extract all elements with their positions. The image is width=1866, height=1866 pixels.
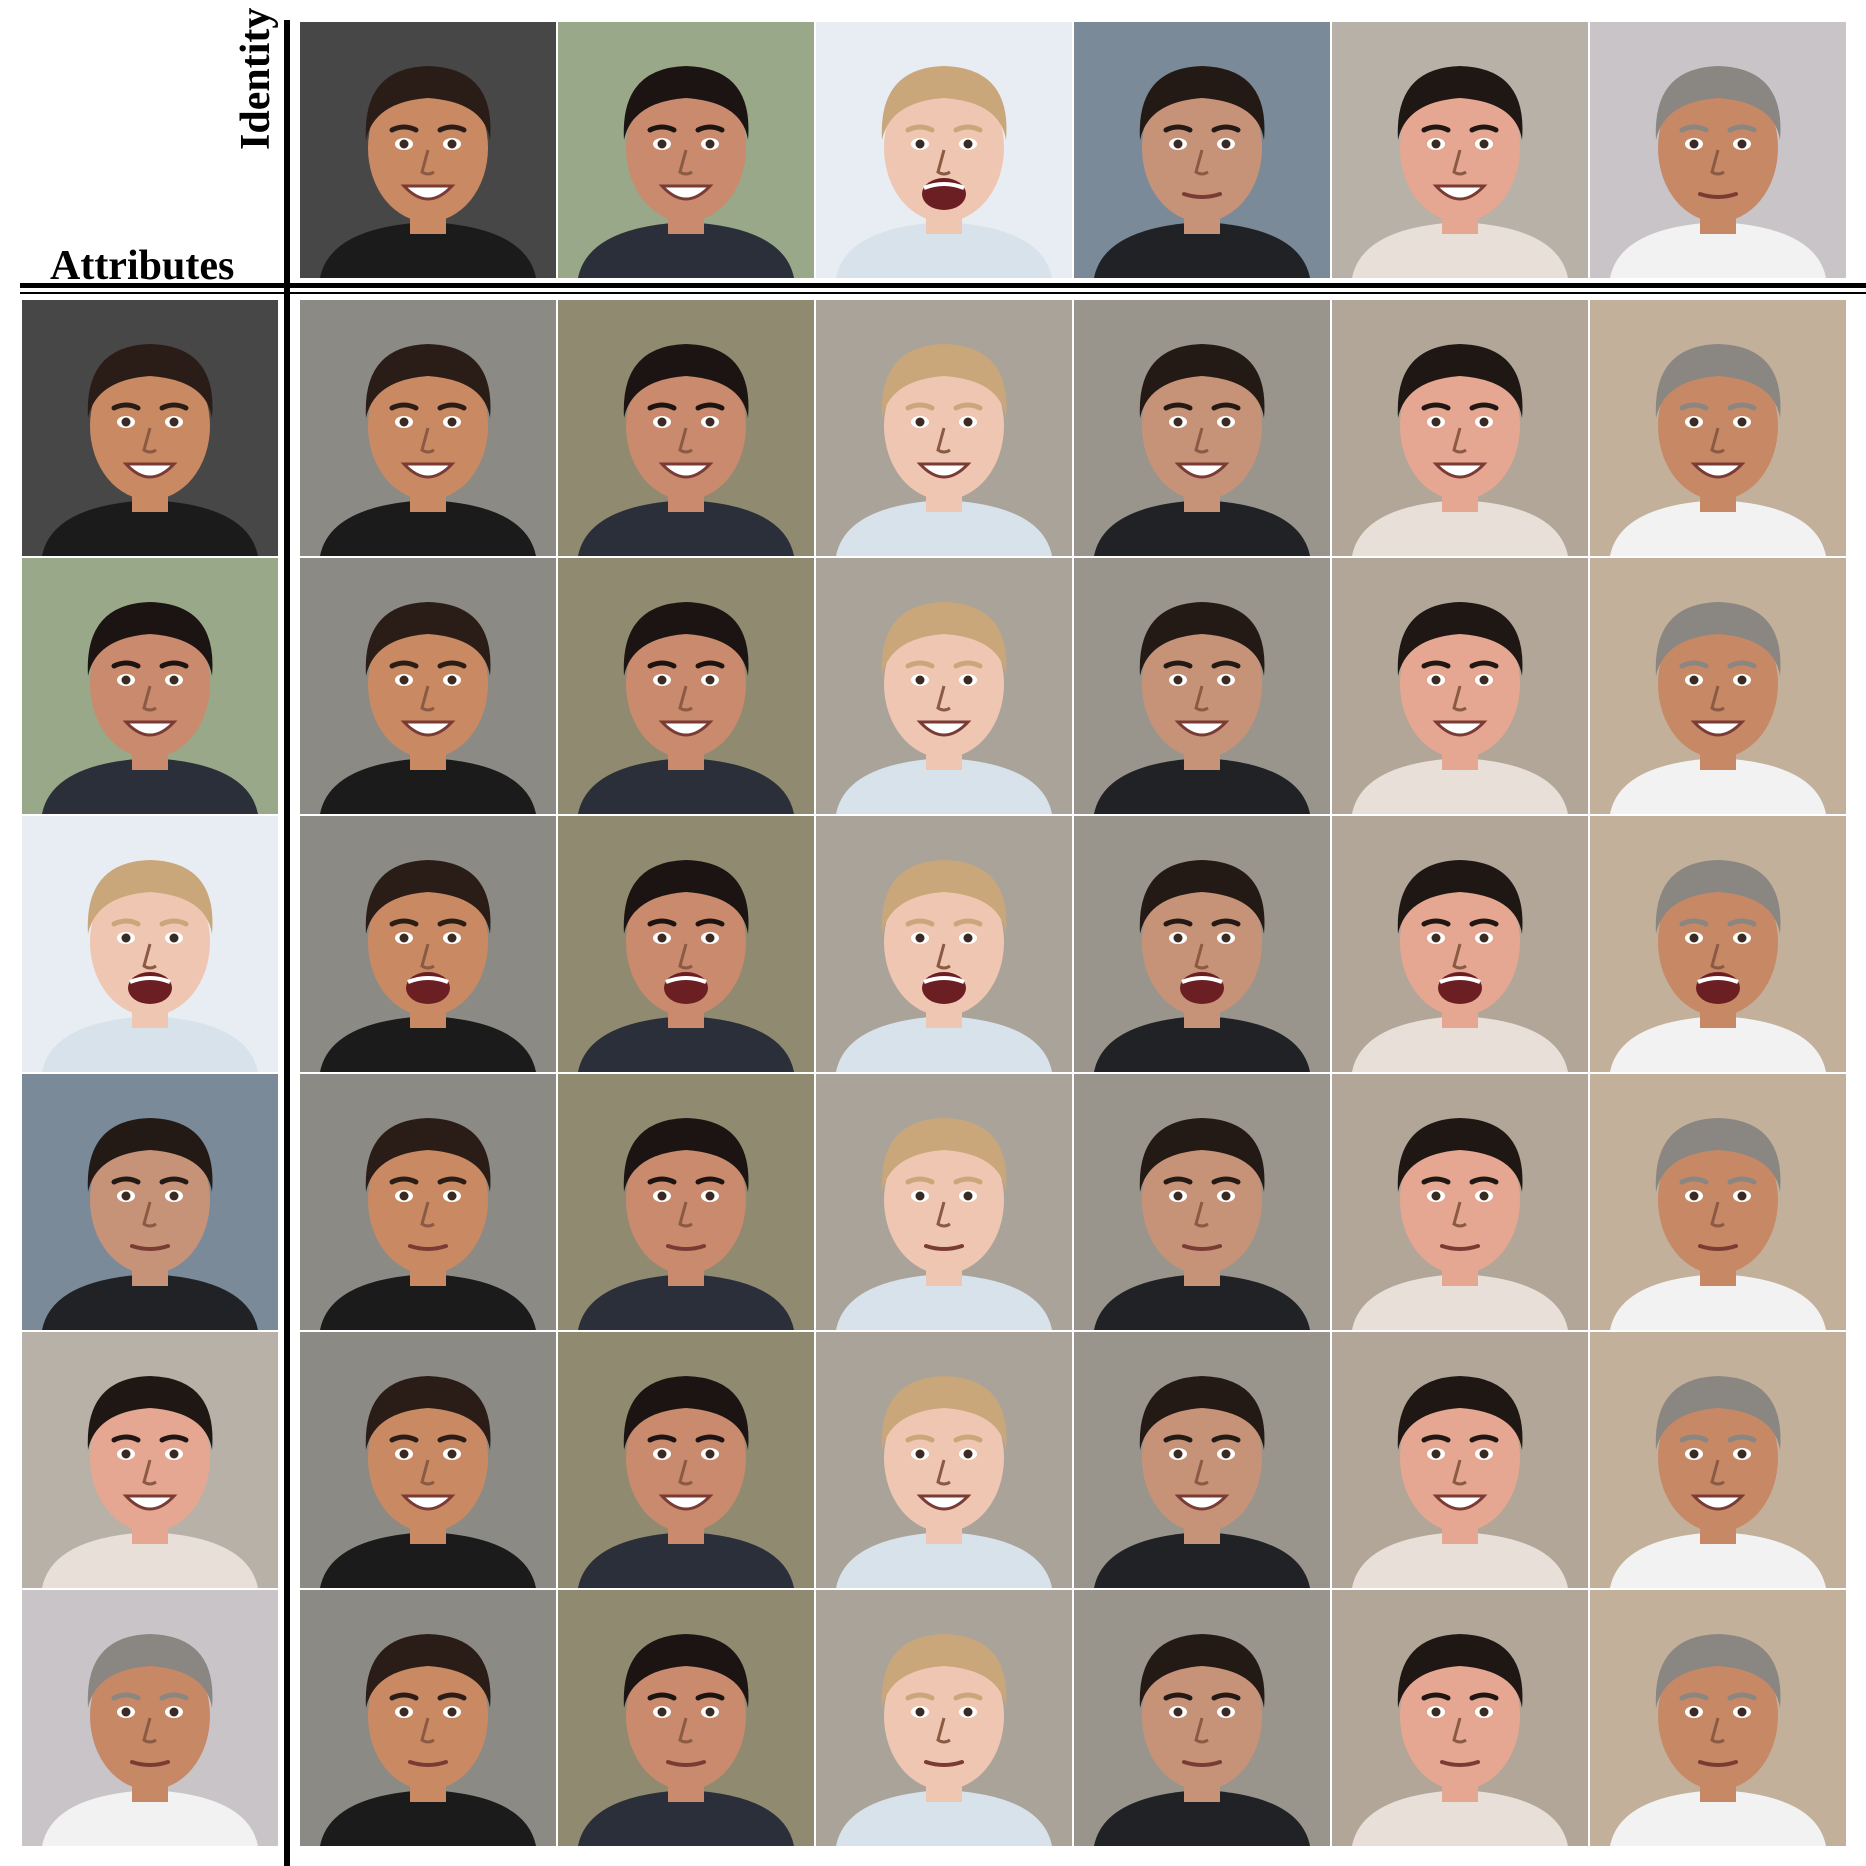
generated-face-r2-c1 <box>300 558 556 814</box>
generated-face-r4-c6 <box>1590 1074 1846 1330</box>
generated-face-r5-c4 <box>1074 1332 1330 1588</box>
identity-photo-4 <box>1074 22 1330 278</box>
generated-face-r2-c2 <box>558 558 814 814</box>
generated-face-r4-c2 <box>558 1074 814 1330</box>
generated-face-r6-c5 <box>1332 1590 1588 1846</box>
identity-photo-2 <box>558 22 814 278</box>
attributes-label: Attributes <box>50 243 235 289</box>
attribute-photo-5 <box>22 1332 278 1588</box>
generated-face-r3-c6 <box>1590 816 1846 1072</box>
generated-face-r4-c3 <box>816 1074 1072 1330</box>
horizontal-divider-second <box>20 292 1866 294</box>
generated-face-r5-c3 <box>816 1332 1072 1588</box>
generated-face-r5-c1 <box>300 1332 556 1588</box>
generated-face-r5-c6 <box>1590 1332 1846 1588</box>
attribute-photo-4 <box>22 1074 278 1330</box>
identity-photo-5 <box>1332 22 1588 278</box>
attribute-photo-6 <box>22 1590 278 1846</box>
generated-face-r3-c5 <box>1332 816 1588 1072</box>
identity-photo-3 <box>816 22 1072 278</box>
generated-face-r3-c3 <box>816 816 1072 1072</box>
generated-face-r3-c2 <box>558 816 814 1072</box>
generated-face-r4-c1 <box>300 1074 556 1330</box>
generated-face-r5-c2 <box>558 1332 814 1588</box>
generated-face-r1-c2 <box>558 300 814 556</box>
attribute-photo-2 <box>22 558 278 814</box>
generated-face-r2-c3 <box>816 558 1072 814</box>
generated-face-r3-c1 <box>300 816 556 1072</box>
generated-face-r1-c6 <box>1590 300 1846 556</box>
identity-label: Identity <box>233 7 279 150</box>
generated-face-r2-c4 <box>1074 558 1330 814</box>
generated-face-r6-c3 <box>816 1590 1072 1846</box>
attribute-photo-1 <box>22 300 278 556</box>
generated-face-r2-c6 <box>1590 558 1846 814</box>
generated-face-r1-c1 <box>300 300 556 556</box>
generated-face-r1-c4 <box>1074 300 1330 556</box>
generated-face-r6-c4 <box>1074 1590 1330 1846</box>
generated-face-r3-c4 <box>1074 816 1330 1072</box>
generated-face-r4-c4 <box>1074 1074 1330 1330</box>
identity-photo-6 <box>1590 22 1846 278</box>
generated-face-r6-c2 <box>558 1590 814 1846</box>
generated-face-r2-c5 <box>1332 558 1588 814</box>
horizontal-divider <box>20 283 1866 288</box>
generated-face-r6-c6 <box>1590 1590 1846 1846</box>
identity-photo-1 <box>300 22 556 278</box>
generated-face-r1-c3 <box>816 300 1072 556</box>
vertical-divider <box>284 20 290 1866</box>
generated-face-r6-c1 <box>300 1590 556 1846</box>
generated-face-r4-c5 <box>1332 1074 1588 1330</box>
generated-face-r1-c5 <box>1332 300 1588 556</box>
attribute-photo-3 <box>22 816 278 1072</box>
generated-face-r5-c5 <box>1332 1332 1588 1588</box>
